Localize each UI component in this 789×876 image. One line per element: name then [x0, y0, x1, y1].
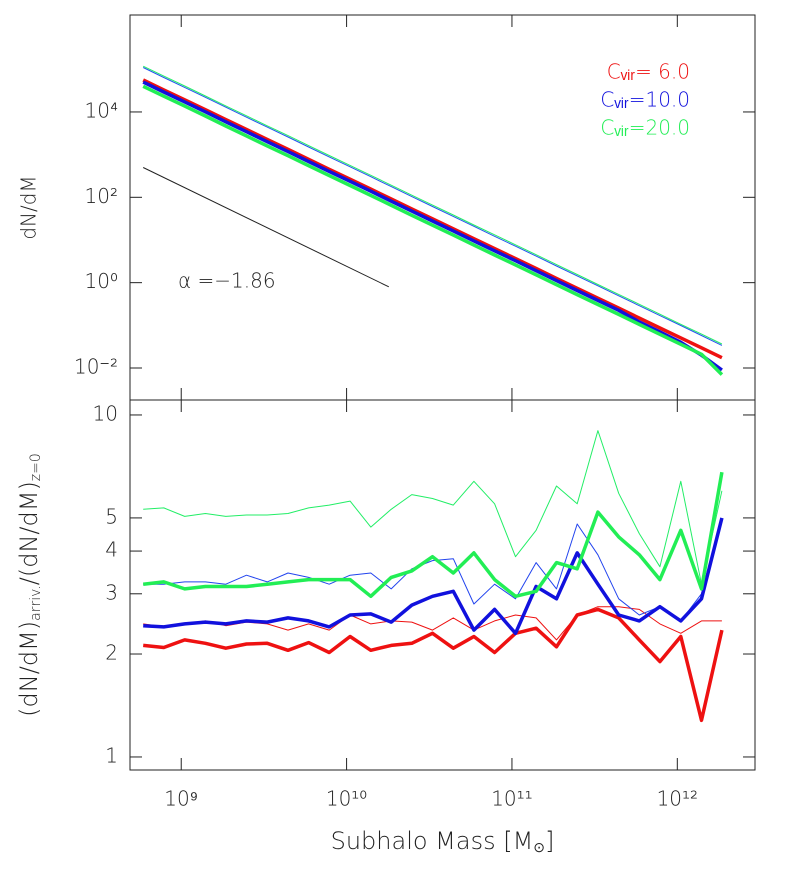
label-part: Subhalo Mass [M [331, 827, 534, 855]
y-tick-label: 2 [105, 641, 118, 665]
x-tick-label: 10¹¹ [491, 787, 532, 811]
x-tick-label: 10¹² [657, 787, 698, 811]
y-tick-label: 10⁻² [74, 355, 118, 379]
series-line [143, 471, 724, 599]
series-line [142, 84, 724, 376]
x-tick-label: 10⁹ [164, 787, 198, 811]
label-subscript: ⊙ [533, 840, 545, 856]
label-part: (dN/dM) [15, 621, 43, 717]
series-line [142, 78, 723, 360]
label-subscript: arriv. [28, 585, 44, 621]
y-tick-label: 1 [105, 743, 118, 767]
plot-frame [129, 399, 756, 771]
y-tick-label: 3 [105, 580, 118, 604]
annotation: α =−1.86 [178, 269, 276, 293]
y-axis-label: dN/dM [17, 175, 41, 239]
reference-line [142, 167, 390, 288]
label-subscript: z=0 [28, 453, 44, 481]
series-line [142, 65, 723, 345]
legend-entry: Cᵥᵢᵣ=20.0 [600, 116, 690, 140]
y-tick-label: 10⁴ [85, 98, 118, 122]
y-tick-label: 5 [105, 504, 118, 528]
series-line [143, 520, 723, 622]
label-part: ] [545, 827, 554, 855]
legend-entry: Cᵥᵢᵣ= 6.0 [607, 60, 690, 84]
y-tick-label: 4 [105, 538, 118, 562]
x-tick-label: 10¹⁰ [326, 787, 367, 811]
label-part: /(dN/dM) [15, 481, 43, 585]
x-axis-label: Subhalo Mass [M⊙] [331, 827, 555, 856]
series-line [143, 430, 723, 585]
y-tick-label: 10⁰ [85, 269, 118, 293]
y-tick-label: 10² [85, 184, 118, 208]
y-axis-label: (dN/dM)arriv./(dN/dM)z=0 [15, 453, 44, 717]
legend-entry: Cᵥᵢᵣ=10.0 [600, 88, 690, 112]
series-line [143, 607, 724, 723]
series-line [142, 80, 723, 372]
y-tick-label: 10 [93, 401, 118, 425]
series-line [143, 517, 724, 636]
series-line [142, 67, 723, 346]
